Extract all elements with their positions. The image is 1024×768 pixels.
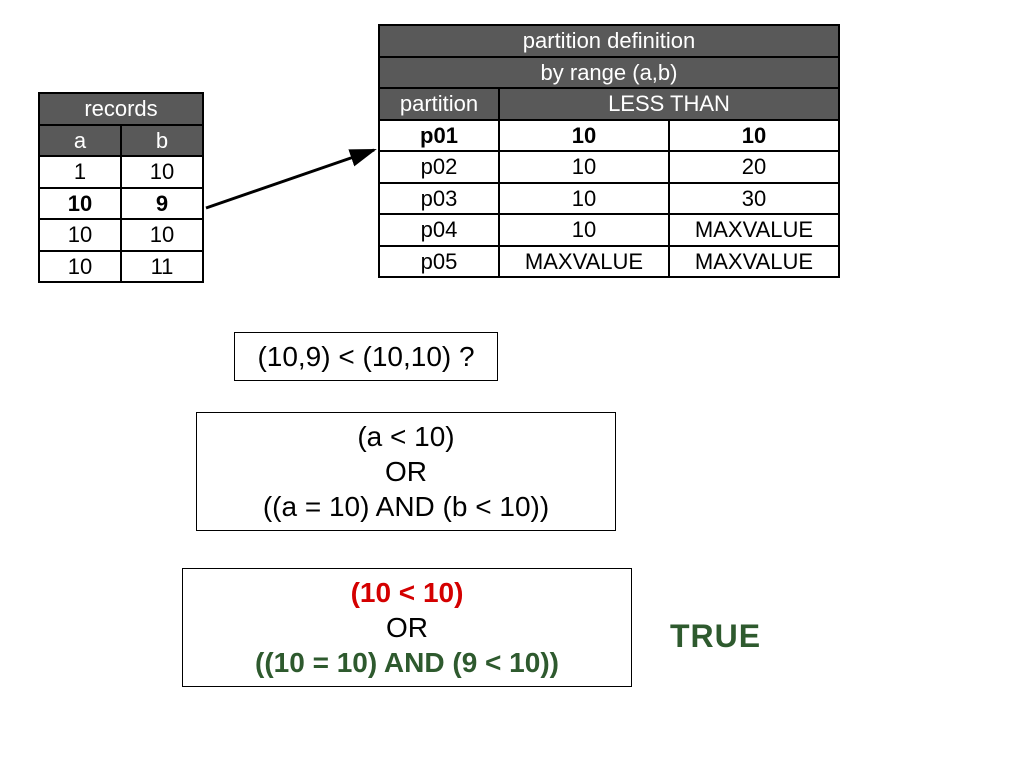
table-row: p011010: [379, 120, 839, 152]
table-cell: p03: [379, 183, 499, 215]
partition-col-partition: partition: [379, 88, 499, 120]
table-row: p0410MAXVALUE: [379, 214, 839, 246]
evaluated-expression-box: (10 < 10)OR((10 = 10) AND (9 < 10)): [182, 568, 632, 687]
table-cell: 10: [39, 251, 121, 283]
logic-expression-box: (a < 10)OR((a = 10) AND (b < 10)): [196, 412, 616, 531]
records-col-a: a: [39, 125, 121, 157]
table-cell: 10: [39, 188, 121, 220]
table-cell: 9: [121, 188, 203, 220]
records-table: records a b 11010910101011: [38, 92, 204, 283]
comparison-question-text: (10,9) < (10,10) ?: [257, 341, 474, 372]
table-cell: 11: [121, 251, 203, 283]
records-title: records: [39, 93, 203, 125]
table-cell: 10: [669, 120, 839, 152]
partition-col-lessthan: LESS THAN: [499, 88, 839, 120]
table-cell: MAXVALUE: [669, 246, 839, 278]
records-col-b: b: [121, 125, 203, 157]
table-cell: p05: [379, 246, 499, 278]
table-cell: 10: [121, 156, 203, 188]
expression-line: (a < 10): [211, 419, 601, 454]
table-row: 1010: [39, 219, 203, 251]
table-cell: p01: [379, 120, 499, 152]
table-row: 109: [39, 188, 203, 220]
expression-line: (10 < 10): [197, 575, 617, 610]
partition-table: partition definition by range (a,b) part…: [378, 24, 840, 278]
expression-line: ((10 = 10) AND (9 < 10)): [197, 645, 617, 680]
table-row: p031030: [379, 183, 839, 215]
table-cell: 20: [669, 151, 839, 183]
result-true-label: TRUE: [670, 618, 761, 655]
table-cell: 10: [499, 183, 669, 215]
partition-subtitle: by range (a,b): [379, 57, 839, 89]
table-cell: 10: [39, 219, 121, 251]
table-cell: 10: [499, 214, 669, 246]
comparison-question-box: (10,9) < (10,10) ?: [234, 332, 498, 381]
expression-line: OR: [211, 454, 601, 489]
table-cell: 10: [121, 219, 203, 251]
table-cell: 1: [39, 156, 121, 188]
table-row: 1011: [39, 251, 203, 283]
table-cell: p02: [379, 151, 499, 183]
table-cell: MAXVALUE: [669, 214, 839, 246]
expression-line: OR: [197, 610, 617, 645]
table-cell: 10: [499, 151, 669, 183]
table-row: p05MAXVALUEMAXVALUE: [379, 246, 839, 278]
table-cell: 30: [669, 183, 839, 215]
table-cell: 10: [499, 120, 669, 152]
table-cell: MAXVALUE: [499, 246, 669, 278]
table-row: p021020: [379, 151, 839, 183]
expression-line: ((a = 10) AND (b < 10)): [211, 489, 601, 524]
table-row: 110: [39, 156, 203, 188]
table-cell: p04: [379, 214, 499, 246]
partition-title: partition definition: [379, 25, 839, 57]
